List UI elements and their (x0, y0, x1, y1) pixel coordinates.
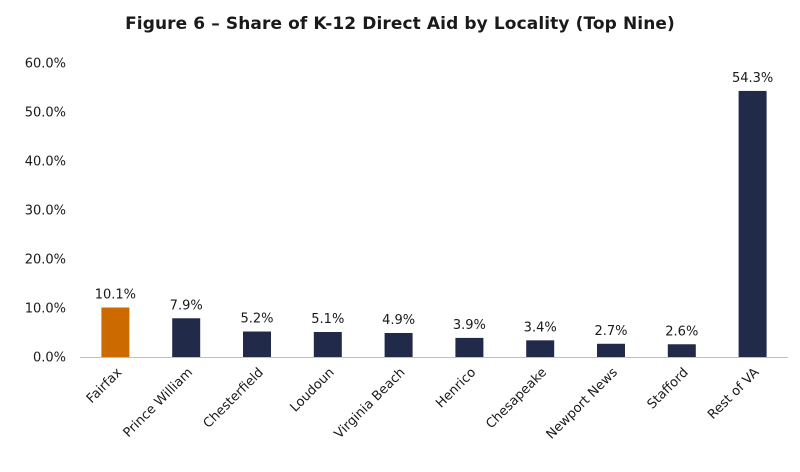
bar-value-label: 10.1% (95, 288, 136, 303)
bars-group (101, 90, 767, 358)
x-tick-label: Prince William (121, 365, 196, 440)
x-tick-label: Stafford (645, 365, 692, 412)
bar (455, 337, 484, 357)
bar-value-label: 54.3% (732, 71, 773, 86)
y-tick-label: 10.0% (25, 302, 66, 317)
y-tick-label: 30.0% (25, 204, 66, 219)
bar (243, 331, 271, 357)
bar (526, 340, 555, 357)
chart-title: Figure 6 – Share of K-12 Direct Aid by L… (125, 14, 675, 34)
bar (384, 332, 413, 357)
bar-value-label: 2.7% (594, 324, 627, 339)
x-tick-label: Virginia Beach (332, 365, 409, 442)
bar (101, 307, 130, 357)
data-labels-group: 10.1% 7.9% 5.2% 5.1% 4.9% 3.9% 3.4% 2.7% 2.6% 54.… (95, 71, 774, 339)
bar (667, 344, 696, 357)
bar (738, 90, 767, 358)
x-tick-label: Chesapeake (483, 365, 550, 432)
x-tick-label: Henrico (433, 365, 479, 411)
x-tick-label: Loudoun (287, 365, 337, 415)
bar-value-label: 5.1% (311, 312, 344, 327)
y-tick-label: 50.0% (25, 106, 66, 121)
bar (172, 318, 201, 357)
y-tick-label: 60.0% (25, 57, 66, 72)
y-tick-label: 20.0% (25, 253, 66, 268)
bar (597, 343, 625, 357)
y-tick-label: 40.0% (25, 155, 66, 170)
x-tick-label: Newport News (544, 365, 621, 442)
bar (313, 332, 342, 357)
bar-value-label: 3.9% (453, 318, 486, 333)
bar-value-label: 2.6% (665, 324, 698, 339)
x-tick-label: Chesterfield (201, 365, 267, 431)
y-tick-label: 0.0% (33, 351, 66, 366)
x-tick-label: Fairfax (84, 365, 126, 407)
bar-value-label: 3.4% (524, 320, 557, 335)
y-axis: 0.0% 10.0% 20.0% 30.0% 40.0% 50.0% 60.0% (25, 57, 66, 366)
bar-value-label: 7.9% (170, 298, 203, 313)
bar-value-label: 4.9% (382, 313, 415, 328)
x-tick-label: Rest of VA (705, 365, 762, 422)
bar-value-label: 5.2% (240, 312, 273, 327)
